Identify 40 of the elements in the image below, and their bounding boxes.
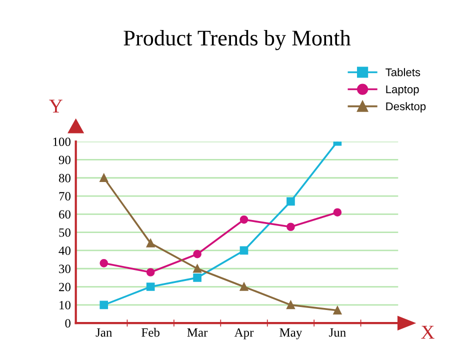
point	[100, 259, 108, 268]
x-tick-label: May	[280, 328, 302, 340]
point	[240, 282, 248, 291]
y-tick-label: 30	[59, 264, 70, 274]
point	[193, 250, 202, 258]
point	[146, 268, 155, 276]
point	[240, 246, 248, 255]
point	[146, 282, 155, 291]
point	[146, 239, 155, 248]
y-tick-label: 10	[60, 300, 70, 310]
x-tick-label: Mar	[187, 328, 208, 337]
x-tick-label: Jun	[329, 328, 346, 337]
legend-label: Desktop	[386, 102, 426, 112]
legend-label: Tablets	[386, 68, 420, 76]
point	[286, 222, 295, 232]
point	[193, 274, 202, 282]
x-tick-label: Apr	[234, 328, 254, 340]
point	[100, 300, 108, 310]
y-tick-label: 60	[59, 210, 70, 219]
point	[333, 306, 342, 315]
point	[100, 174, 108, 182]
y-tick-label: 40	[58, 246, 70, 255]
chart-title: Product Trends by Month	[124, 30, 351, 50]
x-axis-title: X	[421, 326, 434, 339]
point	[240, 215, 248, 224]
y-tick-label: 80	[58, 174, 70, 182]
point	[286, 197, 295, 206]
y-tick-label: 70	[59, 192, 70, 200]
y-tick-label: 90	[58, 156, 70, 164]
x-tick-label: Feb	[142, 328, 160, 337]
x-tick-label: Jan	[96, 328, 112, 337]
y-axis-title: Y	[49, 100, 62, 113]
point	[333, 208, 342, 217]
y-tick-label: 20	[59, 282, 70, 292]
y-tick-label: 100	[53, 138, 70, 146]
y-tick-label: 50	[59, 228, 70, 237]
y-tick-label: 0	[65, 319, 70, 328]
point	[286, 300, 295, 310]
legend-label: Laptop	[386, 86, 419, 96]
point	[193, 264, 202, 273]
